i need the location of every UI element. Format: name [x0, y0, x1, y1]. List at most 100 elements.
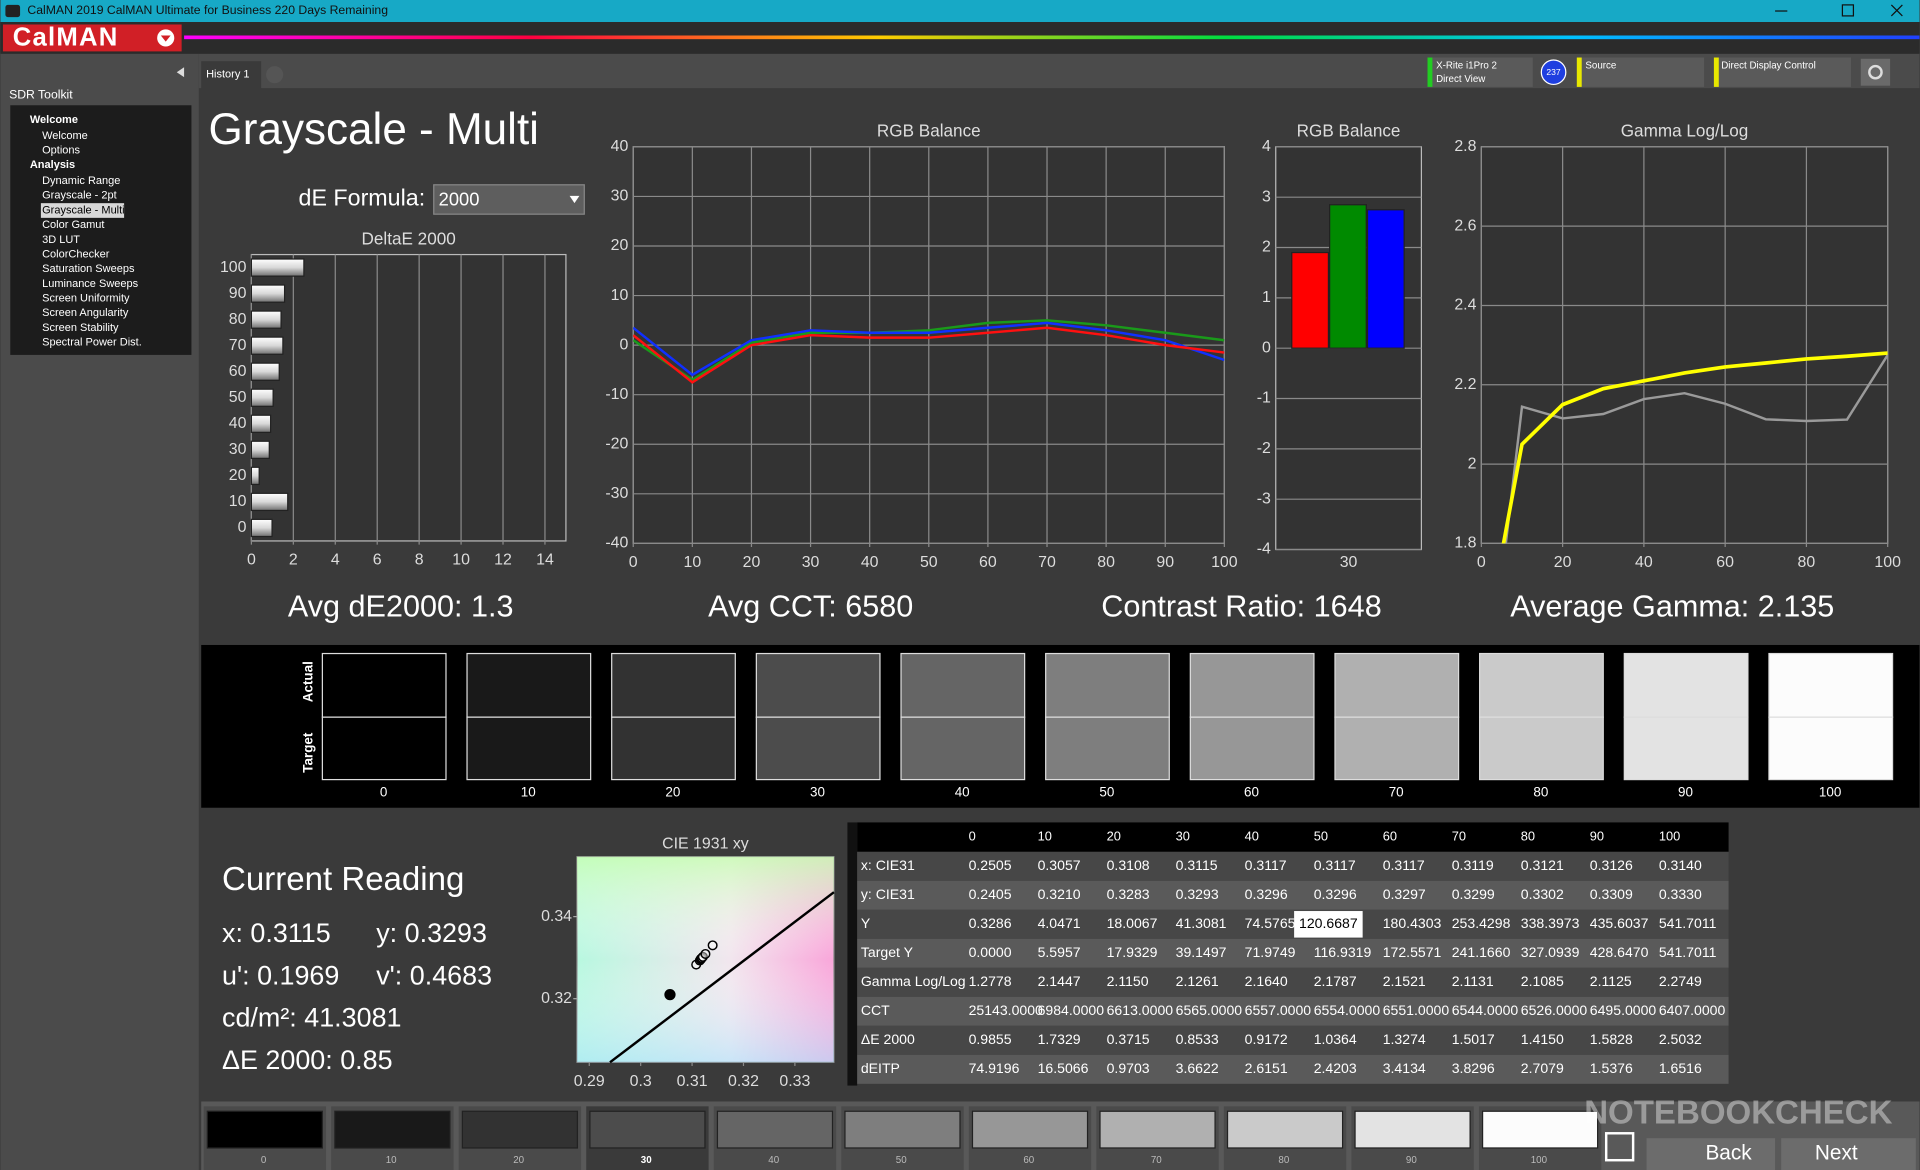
- y-tick-label: 2.4: [1454, 297, 1476, 314]
- back-button[interactable]: [1646, 1138, 1776, 1170]
- level-label: 100: [1531, 1155, 1548, 1166]
- level-label: 90: [1406, 1155, 1417, 1166]
- table-cell: 2.4203: [1314, 1060, 1357, 1076]
- table-cell: 74.5765: [1245, 915, 1296, 931]
- table-cell: 428.6470: [1590, 944, 1649, 960]
- table-cell: 3.4134: [1383, 1060, 1426, 1076]
- tree-item[interactable]: 3D LUT: [42, 234, 80, 246]
- add-tab[interactable]: [266, 66, 284, 84]
- table-cell: 3.8296: [1452, 1060, 1495, 1076]
- window-title: CalMAN 2019 CalMAN Ultimate for Business…: [27, 3, 388, 17]
- table-cell: 0.9172: [1245, 1031, 1288, 1047]
- table-cell: 0.3302: [1521, 886, 1564, 902]
- tree-item[interactable]: Grayscale - Multi: [42, 204, 125, 216]
- tree-item[interactable]: Color Gamut: [42, 219, 104, 231]
- table-cell: 0.3210: [1038, 886, 1081, 902]
- table-cell: 71.9749: [1245, 944, 1296, 960]
- x-tick-label: 0: [629, 554, 638, 571]
- y-tick-label: -4: [1257, 541, 1271, 558]
- tree-item[interactable]: ColorChecker: [42, 248, 110, 260]
- next-button[interactable]: [1781, 1138, 1916, 1170]
- de-formula-dropdown[interactable]: [433, 184, 585, 215]
- display-box[interactable]: [1713, 57, 1851, 87]
- maximize-button[interactable]: [1841, 4, 1855, 17]
- table-cell: 1.4150: [1521, 1031, 1564, 1047]
- source-status: [1576, 57, 1582, 87]
- meter-badge[interactable]: [1540, 59, 1567, 86]
- x-tick-label: 0.3: [630, 1073, 652, 1090]
- swatch-target: [755, 716, 881, 781]
- swatch-label: 90: [1678, 785, 1693, 800]
- swatch-actual: [611, 652, 736, 718]
- swatch-label: 10: [521, 785, 536, 800]
- table-cell: 180.4303: [1383, 915, 1442, 931]
- app-icon: [5, 4, 21, 18]
- meter-name: Direct View: [1436, 74, 1486, 85]
- x-tick-label: 4: [331, 552, 340, 569]
- tab-label: History 1: [206, 69, 249, 81]
- table-cell: 2.1261: [1176, 973, 1219, 989]
- meter-box[interactable]: [1427, 57, 1533, 87]
- data-line: [1501, 351, 1888, 544]
- table-cell: 1.5376: [1590, 1060, 1633, 1076]
- tree-item[interactable]: Luminance Sweeps: [42, 278, 139, 290]
- tree-item[interactable]: Options: [42, 144, 80, 156]
- table-row-label: CCT: [861, 1002, 890, 1018]
- tree-item[interactable]: Grayscale - 2pt: [42, 190, 117, 202]
- table-cell: 6551.0000: [1383, 1002, 1450, 1018]
- tree-item[interactable]: Screen Angularity: [42, 307, 129, 319]
- x-tick-label: 8: [415, 552, 424, 569]
- table-row: [857, 909, 1729, 939]
- table-row-label: Y: [861, 915, 871, 931]
- y-tick-label: -1: [1257, 390, 1271, 407]
- reading-value: v': 0.4683: [376, 960, 492, 990]
- y-tick-label: 0: [619, 336, 628, 353]
- close-button[interactable]: [1890, 4, 1903, 17]
- de-formula-label: dE Formula:: [299, 185, 426, 211]
- plot-area: [1480, 146, 1889, 545]
- y-tick-label: -20: [605, 435, 628, 452]
- source-box[interactable]: [1576, 57, 1705, 87]
- table-cell: 74.9196: [969, 1060, 1020, 1076]
- y-tick-label: 2.6: [1454, 217, 1476, 234]
- tree-item[interactable]: Saturation Sweeps: [42, 263, 135, 275]
- swatch-target: [1479, 716, 1604, 781]
- table-cell: 0.3293: [1176, 886, 1219, 902]
- x-tick-label: 2: [289, 552, 298, 569]
- tree-item[interactable]: Dynamic Range: [42, 175, 120, 187]
- tree-item[interactable]: Screen Uniformity: [42, 293, 130, 305]
- table-cell: 0.3121: [1521, 857, 1564, 873]
- swatch-target: [1189, 716, 1315, 781]
- swatch-target: [321, 716, 447, 781]
- watermark: NOTEBOOKCHECK: [1584, 1095, 1892, 1132]
- summary-stat: Avg dE2000: 1.3: [288, 589, 514, 623]
- table-cell-selected: [1294, 911, 1363, 938]
- stop-button[interactable]: [1604, 1132, 1635, 1162]
- table-cell: 1.6516: [1659, 1060, 1702, 1076]
- y-tick-label: 10: [229, 493, 247, 510]
- bar: [250, 414, 272, 433]
- x-tick-label: 0: [1477, 554, 1486, 571]
- level-swatch: [1354, 1110, 1471, 1149]
- tab[interactable]: [201, 61, 262, 89]
- tree-selection: [40, 203, 125, 218]
- tree-item[interactable]: Screen Stability: [42, 322, 119, 334]
- y-tick-label: 40: [229, 415, 247, 432]
- swatch-target: [1045, 716, 1170, 781]
- tree-item[interactable]: Spectral Power Dist.: [42, 337, 142, 349]
- swatch-label: 50: [1099, 785, 1114, 800]
- de-formula-value: 2000: [439, 189, 480, 210]
- tree-item[interactable]: Welcome: [42, 130, 88, 142]
- y-tick-label: 2: [1262, 239, 1271, 256]
- collapse-arrow[interactable]: [176, 67, 185, 78]
- settings-button[interactable]: [1860, 58, 1891, 86]
- logo-button[interactable]: [2, 24, 182, 52]
- table-cell: 2.1125: [1590, 973, 1632, 989]
- swatch-label: 40: [955, 785, 970, 800]
- level-label: 20: [513, 1155, 524, 1166]
- table-cell: 0.3309: [1590, 886, 1633, 902]
- table-cell: 0.9855: [969, 1031, 1012, 1047]
- table-cell: 0.9703: [1107, 1060, 1150, 1076]
- dropdown-arrow: [569, 195, 580, 204]
- plot-area: [250, 253, 567, 542]
